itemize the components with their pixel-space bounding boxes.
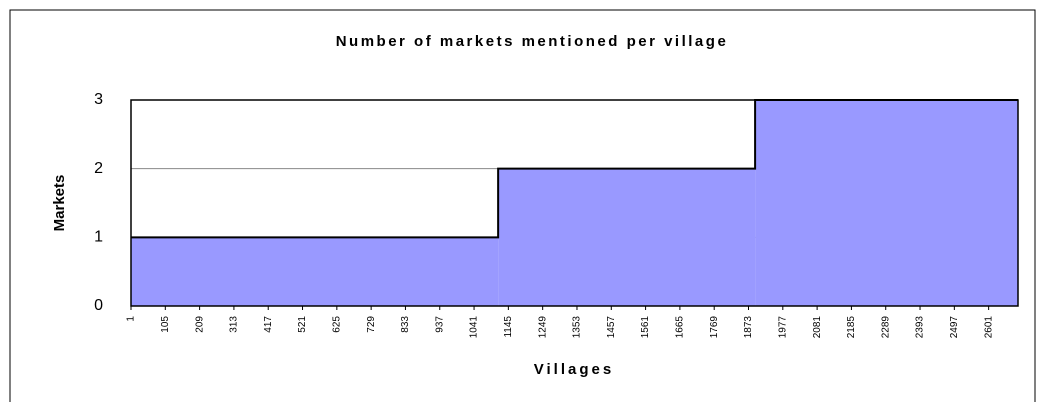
y-tick-label: 1 xyxy=(94,229,103,246)
x-tick-label: 1665 xyxy=(675,316,686,339)
y-axis-label: Markets xyxy=(51,175,68,232)
x-axis-label: Villages xyxy=(534,361,614,378)
x-tick-label: 105 xyxy=(160,316,171,333)
step-segment xyxy=(755,100,1018,306)
step-segment xyxy=(498,168,756,306)
x-tick-label: 2289 xyxy=(880,316,891,339)
x-tick-label: 1145 xyxy=(503,316,514,338)
y-tick-label: 2 xyxy=(94,160,103,177)
chart-title: Number of markets mentioned per village xyxy=(336,33,729,50)
x-tick-label: 833 xyxy=(400,316,411,333)
x-tick-label: 2393 xyxy=(915,316,926,339)
x-tick-label: 209 xyxy=(194,316,205,333)
x-tick-label: 1 xyxy=(126,316,137,322)
x-tick-label: 1769 xyxy=(709,316,720,339)
x-tick-label: 313 xyxy=(229,316,240,333)
frame xyxy=(9,9,1036,402)
x-tick-label: 1873 xyxy=(743,316,754,339)
x-tick-label: 2497 xyxy=(949,316,960,339)
x-tick-label: 2185 xyxy=(846,316,857,339)
y-tick-label: 3 xyxy=(94,91,103,108)
x-tick-label: 1457 xyxy=(606,316,617,339)
x-tick-label: 1041 xyxy=(469,316,480,339)
x-tick-label: 1249 xyxy=(537,316,548,339)
x-tick-label: 937 xyxy=(434,316,445,333)
x-tick-label: 417 xyxy=(263,316,274,333)
x-tick-label: 625 xyxy=(331,316,342,333)
x-tick-label: 729 xyxy=(366,316,377,333)
x-tick-label: 521 xyxy=(297,316,308,333)
step-segment xyxy=(131,237,499,306)
x-tick-label: 2081 xyxy=(812,316,823,339)
x-tick-label: 1353 xyxy=(572,316,583,339)
x-tick-label: 1977 xyxy=(777,316,788,339)
x-tick-label: 1561 xyxy=(640,316,651,339)
plot-border xyxy=(130,99,1019,307)
x-tick-label: 2601 xyxy=(983,316,994,339)
y-tick-label: 0 xyxy=(94,297,103,314)
